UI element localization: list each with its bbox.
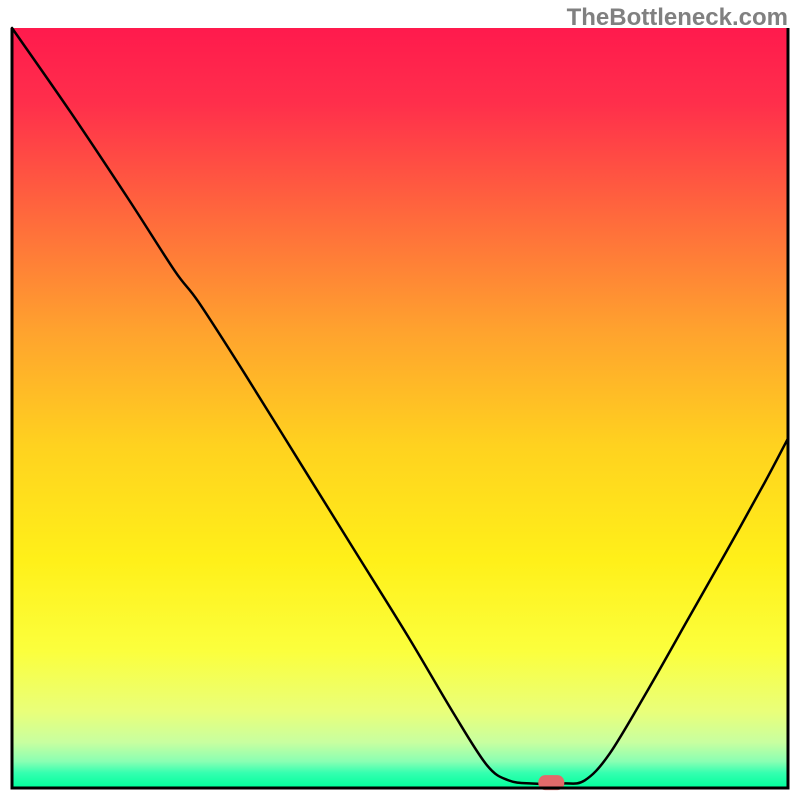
watermark-text: TheBottleneck.com [567,4,788,32]
bottleneck-chart [0,0,800,800]
gradient-background [12,28,788,788]
chart-svg [0,0,800,800]
